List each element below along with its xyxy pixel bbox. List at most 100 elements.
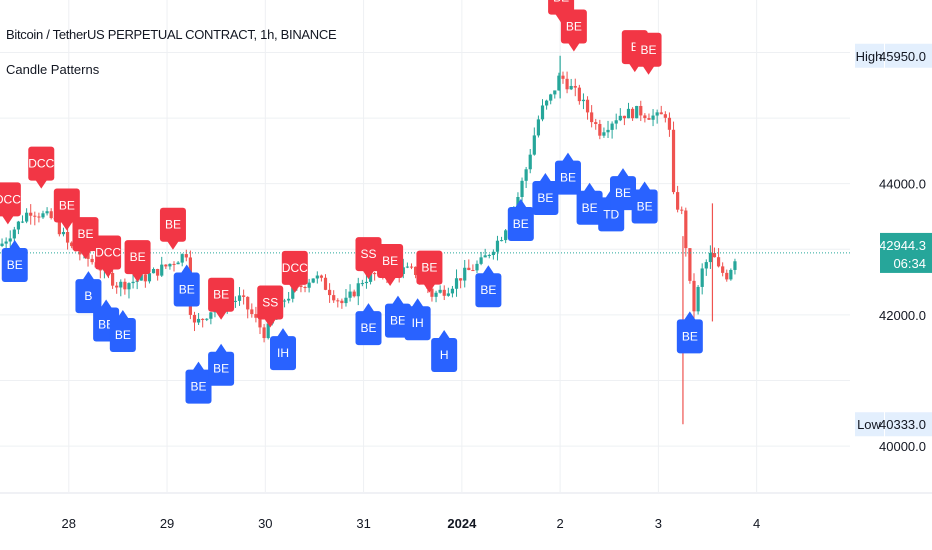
candle-body bbox=[692, 280, 696, 312]
candle-body bbox=[164, 264, 168, 267]
last-price-value: 42944.3 bbox=[879, 238, 926, 253]
bull-label-pointer bbox=[82, 271, 95, 281]
candle-body bbox=[545, 100, 549, 106]
candle-body bbox=[459, 278, 463, 281]
high-tag-bg bbox=[855, 43, 884, 68]
bull-label-pointer bbox=[8, 239, 21, 249]
bear-label-box bbox=[208, 277, 235, 312]
x-tick-label: 31 bbox=[356, 516, 370, 531]
bull-label-text: BE bbox=[360, 321, 376, 335]
bear-label-box bbox=[281, 250, 308, 285]
candle-body bbox=[352, 291, 356, 297]
bull-pattern-label: BE bbox=[109, 310, 136, 353]
bull-label-text: H bbox=[440, 348, 449, 362]
bull-pattern-label: IH bbox=[270, 328, 297, 371]
bull-label-box bbox=[554, 160, 581, 195]
candle-body bbox=[61, 231, 66, 235]
bear-label-pointer bbox=[131, 273, 144, 283]
bull-label-pointer bbox=[482, 265, 495, 275]
bull-pattern-label: BE bbox=[576, 182, 603, 225]
bear-pattern-label: BE bbox=[635, 32, 662, 75]
candle-body bbox=[57, 218, 61, 235]
candle-body bbox=[557, 75, 561, 91]
bear-label-pointer bbox=[102, 268, 115, 278]
bear-label-pointer bbox=[384, 276, 397, 286]
candle-body bbox=[704, 262, 708, 269]
bear-label-box bbox=[355, 237, 382, 272]
bear-label-text: DCC bbox=[95, 246, 121, 260]
candle-body bbox=[311, 278, 315, 283]
bull-label-text: BE bbox=[190, 380, 206, 394]
bear-label-text: SS bbox=[262, 296, 278, 310]
bull-label-text: BE bbox=[115, 328, 131, 342]
candle-body bbox=[680, 209, 684, 211]
bull-label-pointer bbox=[561, 152, 574, 162]
candle-body bbox=[569, 85, 573, 90]
candle-body bbox=[246, 296, 250, 310]
candle-body bbox=[716, 257, 721, 267]
candle-body bbox=[41, 213, 45, 218]
low-tag-bg bbox=[855, 412, 884, 437]
indicator-name[interactable]: Candle Patterns bbox=[6, 62, 100, 77]
candle-body bbox=[671, 129, 676, 193]
high-value-bg bbox=[885, 43, 932, 68]
bull-pattern-label: BE bbox=[173, 264, 200, 307]
candle-body bbox=[622, 115, 626, 119]
bear-pattern-label: BE bbox=[72, 217, 99, 260]
candle-body bbox=[495, 240, 500, 252]
candle-body bbox=[147, 273, 152, 282]
candle-body bbox=[712, 253, 717, 258]
candle-body bbox=[348, 291, 352, 298]
candle-body bbox=[565, 78, 569, 90]
candle-body bbox=[4, 241, 8, 244]
bull-pattern-label: BE bbox=[1, 239, 28, 282]
bear-label-text: BE bbox=[77, 227, 93, 241]
bear-label-text: DCC bbox=[0, 192, 21, 206]
candle-body bbox=[405, 266, 409, 268]
candle-body bbox=[20, 221, 25, 223]
bull-pattern-label: BE bbox=[554, 152, 581, 195]
bull-label-text: BE bbox=[637, 199, 653, 213]
candle-body bbox=[209, 312, 213, 319]
bear-label-pointer bbox=[288, 283, 301, 293]
candle-body bbox=[233, 300, 238, 302]
candle-body bbox=[356, 283, 360, 297]
bear-label-pointer bbox=[264, 318, 277, 328]
candle-body bbox=[25, 212, 29, 222]
candle-body bbox=[254, 314, 258, 318]
bull-label-pointer bbox=[514, 198, 527, 208]
candle-body bbox=[364, 281, 369, 284]
bear-label-pointer bbox=[567, 42, 580, 52]
candle-body bbox=[176, 262, 180, 265]
bull-label-box bbox=[610, 176, 637, 211]
candle-body bbox=[250, 309, 254, 315]
bear-label-box bbox=[377, 243, 404, 278]
bear-pattern-label: DCC bbox=[95, 235, 121, 278]
bull-label-box bbox=[1, 247, 28, 282]
candle-body bbox=[487, 255, 491, 257]
symbol-title[interactable]: Bitcoin / TetherUS PERPETUAL CONTRACT, 1… bbox=[6, 27, 337, 42]
candle-body bbox=[160, 264, 164, 276]
candle-body bbox=[504, 230, 508, 241]
candle-body bbox=[258, 317, 262, 328]
candle-body bbox=[303, 287, 307, 289]
candle-body bbox=[307, 282, 311, 288]
candle-body bbox=[168, 263, 172, 267]
candle-body bbox=[655, 112, 659, 116]
bull-label-pointer bbox=[116, 310, 129, 320]
low-value: 40333.0 bbox=[879, 417, 926, 432]
candle-body bbox=[49, 211, 53, 219]
bear-pattern-label: DCC bbox=[0, 182, 21, 225]
candle-body bbox=[725, 272, 729, 280]
bear-label-box bbox=[560, 9, 587, 44]
countdown-timer: 06:34 bbox=[893, 256, 926, 271]
candle-body bbox=[708, 253, 712, 263]
candle-body bbox=[33, 215, 37, 217]
candle-body bbox=[438, 289, 442, 293]
bull-label-text: IH bbox=[277, 346, 289, 360]
bear-pattern-label: BE bbox=[124, 240, 151, 283]
candle-body bbox=[684, 210, 688, 249]
candle-body bbox=[196, 318, 201, 323]
